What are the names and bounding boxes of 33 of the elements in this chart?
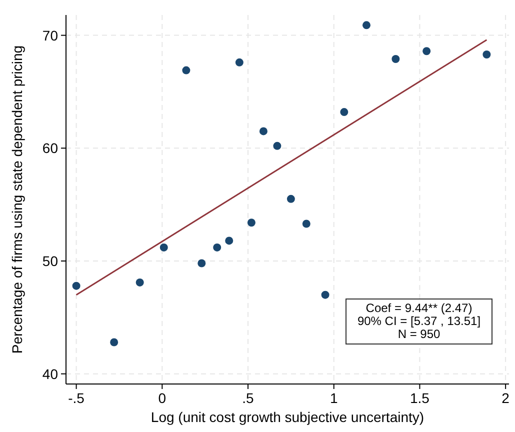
point bbox=[422, 47, 431, 56]
y-tick-label: 40 bbox=[42, 366, 58, 382]
x-tick-label: 1.5 bbox=[410, 390, 430, 406]
y-tick-label: 50 bbox=[42, 253, 58, 269]
x-axis-title: Log (unit cost growth subjective uncertainty) bbox=[150, 409, 424, 425]
x-tick-label: -.5 bbox=[68, 390, 85, 406]
point bbox=[110, 338, 118, 346]
point bbox=[72, 282, 80, 290]
point bbox=[213, 243, 222, 252]
y-axis-title: Percentage of firms using state dependent pricing bbox=[9, 45, 25, 354]
point bbox=[247, 218, 256, 227]
point bbox=[259, 127, 268, 136]
point bbox=[321, 290, 330, 299]
point bbox=[273, 142, 282, 150]
annotation: Coef = 9.44** (2.47) 90% CI = [5.37 , 13.51] N = 950 bbox=[357, 301, 481, 341]
point bbox=[286, 194, 295, 203]
point bbox=[160, 243, 168, 252]
point bbox=[235, 58, 244, 66]
y-tick-label: 60 bbox=[42, 140, 58, 156]
point bbox=[392, 55, 400, 64]
x-tick-label: 0 bbox=[158, 390, 166, 406]
point bbox=[198, 259, 206, 268]
point bbox=[340, 108, 348, 116]
x-tick-label: 2 bbox=[502, 390, 510, 406]
point bbox=[302, 220, 310, 228]
point bbox=[362, 21, 370, 30]
y-tick-label: 70 bbox=[42, 27, 58, 44]
point bbox=[482, 50, 491, 58]
x-tick-label: .5 bbox=[242, 390, 254, 406]
point bbox=[225, 236, 234, 245]
point bbox=[136, 278, 144, 286]
x-tick-label: 1 bbox=[330, 390, 338, 406]
point bbox=[182, 66, 190, 74]
